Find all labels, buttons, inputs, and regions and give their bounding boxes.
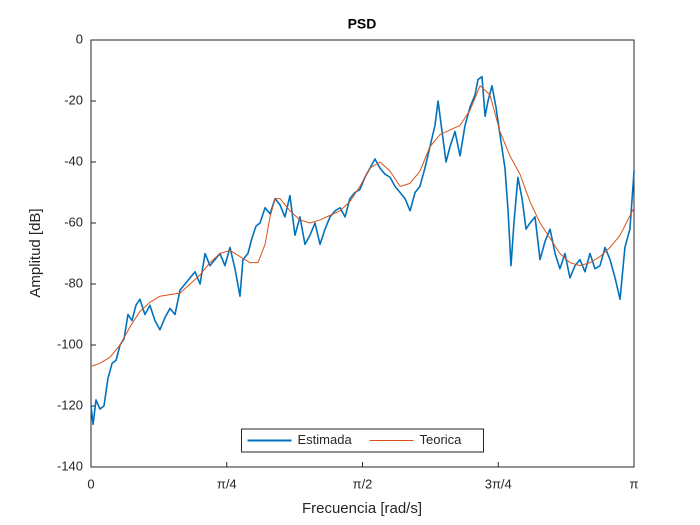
y-tick-label: -20 (64, 92, 83, 107)
x-tick-label: 0 (87, 476, 94, 491)
chart-title: PSD (348, 16, 377, 32)
x-tick-label: π (630, 476, 639, 491)
y-tick-label: -80 (64, 275, 83, 290)
plot-area (90, 39, 635, 468)
x-axis-label: Frecuencia [rad/s] (302, 500, 422, 517)
legend-box (241, 428, 484, 453)
series-line (90, 85, 635, 367)
y-tick-label: -120 (57, 397, 83, 412)
x-tick-label: π/2 (353, 476, 373, 491)
x-tick-label: π/4 (217, 476, 237, 491)
y-axis-label: Amplitud [dB] (27, 208, 44, 297)
x-tick-label: 3π/4 (485, 476, 512, 491)
y-tick-label: -60 (64, 214, 83, 229)
y-tick-label: -40 (64, 153, 83, 168)
y-tick-label: 0 (76, 31, 83, 46)
y-tick-label: -140 (57, 458, 83, 473)
y-tick-label: -100 (57, 336, 83, 351)
legend-label: Estimada (298, 432, 353, 447)
legend-label: Teorica (420, 432, 463, 447)
